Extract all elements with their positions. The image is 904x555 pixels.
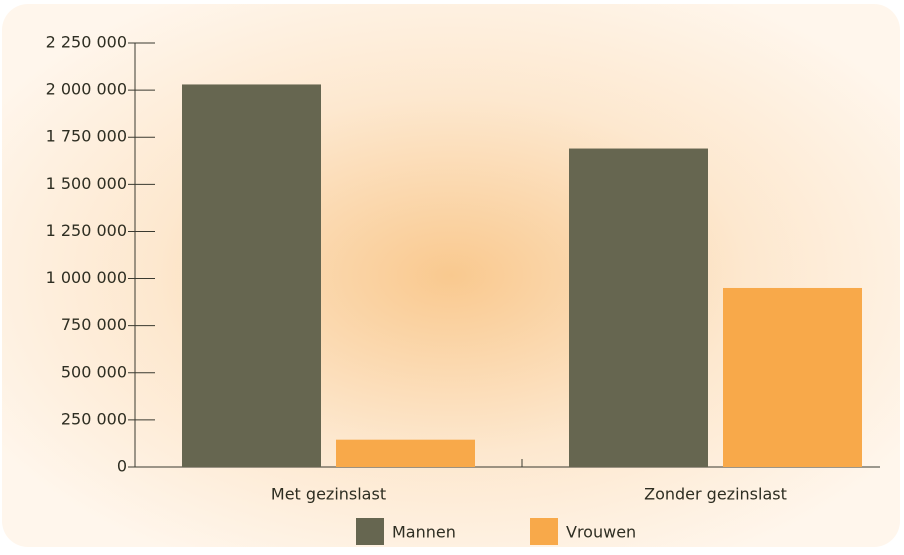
legend-label: Vrouwen bbox=[566, 523, 636, 542]
legend-swatch bbox=[356, 518, 384, 545]
y-tick-label: 500 000 bbox=[61, 362, 127, 381]
y-tick-label: 1 000 000 bbox=[46, 268, 127, 287]
x-tick-label: Met gezinslast bbox=[271, 485, 386, 504]
y-tick-label: 1 250 000 bbox=[46, 221, 127, 240]
bar bbox=[723, 287, 862, 467]
y-tick-label: 0 bbox=[117, 457, 127, 476]
y-tick-label: 2 250 000 bbox=[46, 33, 127, 52]
y-tick-label: 1 500 000 bbox=[46, 174, 127, 193]
bar bbox=[182, 84, 321, 468]
y-tick-label: 750 000 bbox=[61, 315, 127, 334]
bar bbox=[569, 148, 708, 468]
y-tick-label: 2 000 000 bbox=[46, 80, 127, 99]
y-tick-label: 250 000 bbox=[61, 409, 127, 428]
legend-label: Mannen bbox=[392, 523, 456, 542]
legend-swatch bbox=[530, 518, 558, 545]
x-tick-label: Zonder gezinslast bbox=[644, 485, 787, 504]
y-tick-label: 1 750 000 bbox=[46, 127, 127, 146]
bar bbox=[336, 439, 475, 467]
